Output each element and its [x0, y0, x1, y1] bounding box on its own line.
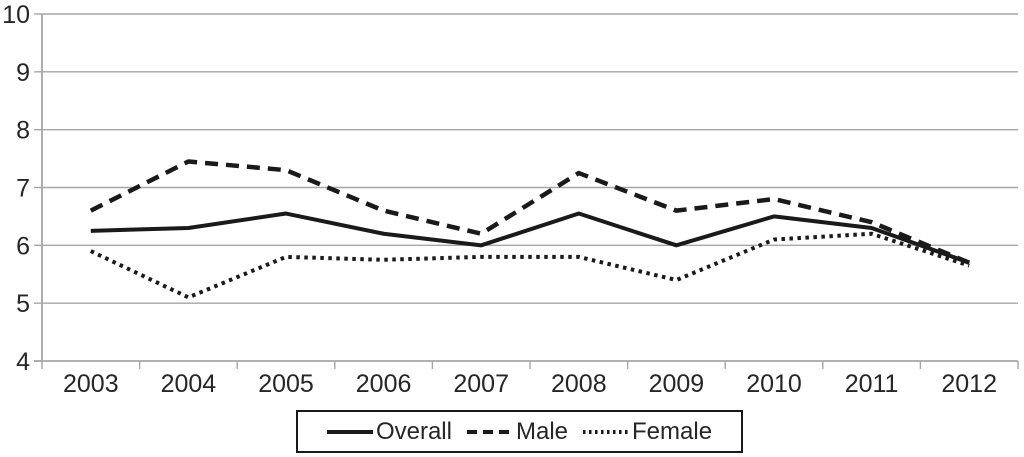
x-tick-label: 2012 [941, 370, 997, 398]
dashed-line-swatch-icon [466, 429, 513, 434]
series-line-female [89, 231, 970, 300]
x-tick-label: 2008 [551, 370, 607, 398]
y-tick-label: 8 [16, 117, 30, 145]
legend-item-overall: Overall [326, 417, 452, 445]
x-tick-label: 2011 [845, 370, 899, 398]
legend-label-female: Female [632, 417, 713, 445]
y-tick-label: 10 [2, 1, 30, 29]
x-tick-label: 2010 [746, 370, 802, 398]
legend-label-male: Male [515, 417, 569, 445]
plot-area: 4 5 6 7 8 9 10 2003 2004 2005 2006 2007 2008 2009 2010… [2, 1, 1019, 398]
series-line-male [89, 159, 971, 265]
legend-item-male: Male [466, 417, 569, 445]
y-tick-label: 5 [16, 290, 30, 318]
y-tick-label: 4 [16, 348, 30, 376]
x-tick-label: 2006 [356, 370, 412, 398]
y-tick-label: 7 [16, 175, 30, 203]
legend-item-female: Female [583, 417, 713, 445]
legend: Overall Male Female [296, 410, 743, 453]
series-line-overall [90, 211, 970, 265]
y-tick-label: 6 [16, 232, 30, 260]
x-tick-label: 2009 [649, 370, 705, 398]
y-tick-label: 9 [16, 59, 30, 87]
x-tick-label: 2004 [161, 370, 217, 398]
dotted-line-swatch-icon [583, 429, 630, 434]
x-tick-label: 2003 [63, 370, 119, 398]
x-tick-label: 2007 [453, 370, 509, 398]
legend-label-overall: Overall [375, 417, 452, 445]
x-tick-label: 2005 [258, 370, 314, 398]
solid-line-swatch-icon [326, 429, 373, 434]
